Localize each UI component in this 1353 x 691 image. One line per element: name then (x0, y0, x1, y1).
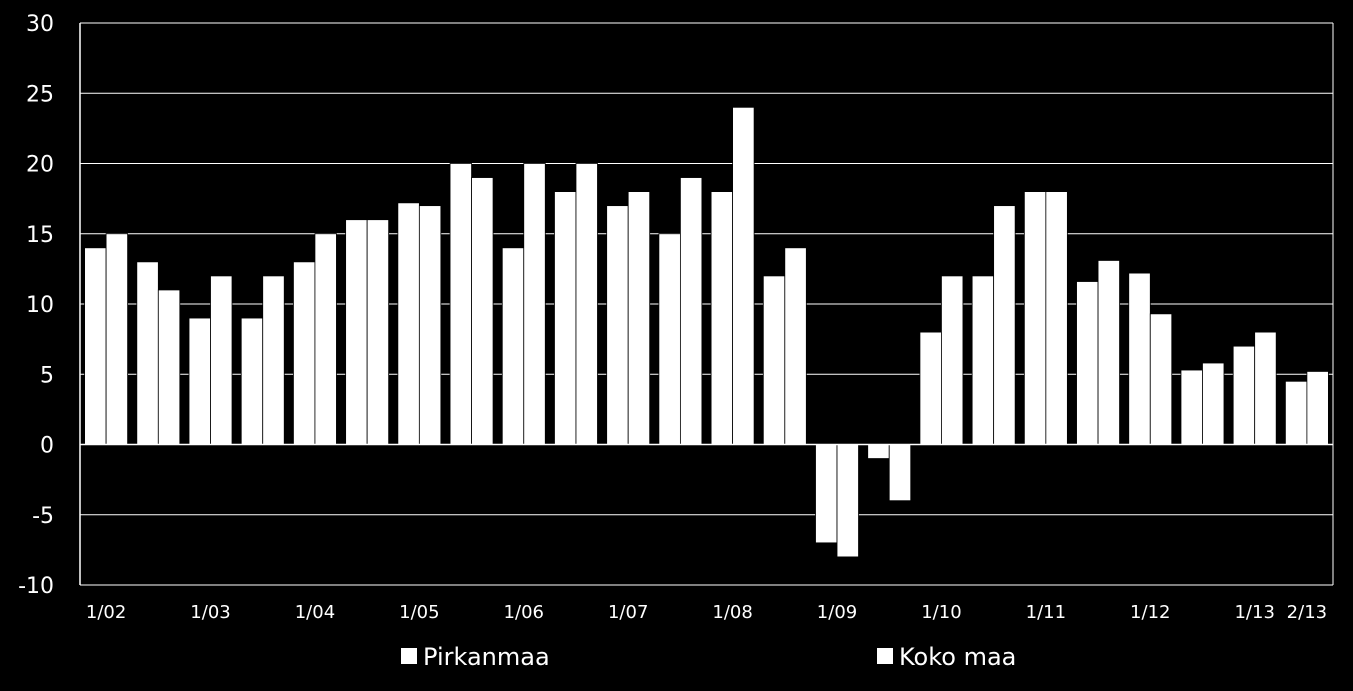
x-tick-label: 2/13 (1287, 602, 1327, 623)
bar-koko-maa-1-06 (523, 163, 546, 445)
bar-pirkanmaa-1-03 (188, 317, 211, 445)
bar-pirkanmaa-2-06 (554, 191, 577, 445)
bar-pirkanmaa-1-08 (710, 191, 734, 445)
legend-swatch-koko-maa (877, 648, 893, 664)
bar-koko-maa-2-04 (366, 219, 390, 445)
bar-pirkanmaa-1-11 (1023, 191, 1047, 445)
legend: Pirkanmaa Koko maa (401, 643, 1016, 671)
legend-swatch-pirkanmaa (401, 648, 417, 664)
y-tick-label: 15 (26, 223, 54, 248)
bar-koko-maa-1-12 (1149, 313, 1173, 445)
x-tick-label: 1/08 (712, 602, 752, 623)
bar-pirkanmaa-1-13 (1232, 345, 1256, 445)
bar-pirkanmaa-1-09 (815, 444, 838, 544)
y-tick-label: -10 (18, 574, 54, 599)
bar-pirkanmaa-2-11 (1076, 281, 1099, 445)
bar-koko-maa-2-02 (157, 289, 181, 445)
bar-koko-maa-1-08 (732, 106, 755, 445)
bar-pirkanmaa-2-05 (449, 163, 472, 445)
y-tick-labels: 30 25 20 15 10 5 0 -5 -10 (18, 12, 54, 599)
x-tick-labels: 1/02 1/03 1/04 1/05 1/06 1/07 1/08 1/09 1/10 1/11… (86, 602, 1327, 623)
y-tick-label: 20 (26, 153, 54, 178)
bar-koko-maa-1-07 (627, 191, 651, 445)
x-tick-label: 1/03 (190, 602, 230, 623)
axes (79, 23, 1334, 585)
bar-pirkanmaa-2-12 (1180, 369, 1203, 445)
bar-koko-maa-1-10 (941, 275, 964, 445)
bar-koko-maa-2-05 (471, 177, 494, 445)
bar-pirkanmaa-1-02 (84, 247, 107, 445)
bar-pirkanmaa-2-02 (136, 261, 159, 445)
bar-koko-maa-1-02 (105, 233, 129, 445)
bar-koko-maa-2-06 (575, 163, 598, 445)
bar-koko-maa-1-04 (314, 233, 337, 445)
bar-koko-maa-2-10 (993, 205, 1016, 445)
bar-pirkanmaa-2-09 (867, 444, 890, 459)
bar-koko-maa-2-13 (1306, 371, 1329, 445)
bar-pirkanmaa-1-05 (397, 202, 420, 445)
bar-pirkanmaa-1-07 (606, 205, 629, 445)
y-tick-label: 25 (26, 82, 54, 107)
x-tick-label: 1/05 (399, 602, 439, 623)
y-tick-label: 0 (40, 434, 54, 459)
bar-pirkanmaa-2-04 (345, 219, 368, 445)
bar-pirkanmaa-1-04 (293, 261, 316, 445)
bar-pirkanmaa-2-08 (762, 275, 786, 445)
x-tick-label: 1/11 (1026, 602, 1066, 623)
bar-koko-maa-1-11 (1045, 191, 1068, 445)
bar-pirkanmaa-2-10 (971, 275, 995, 445)
bar-koko-maa-2-12 (1202, 362, 1225, 445)
bars (84, 106, 1329, 558)
bar-koko-maa-1-13 (1254, 331, 1277, 445)
bar-koko-maa-2-08 (784, 247, 807, 445)
bar-pirkanmaa-1-06 (501, 247, 525, 445)
legend-label-koko-maa: Koko maa (899, 643, 1016, 671)
bar-pirkanmaa-2-13 (1284, 380, 1308, 445)
y-tick-label: -5 (32, 504, 54, 529)
x-tick-label: 1/13 (1234, 602, 1274, 623)
x-tick-label: 1/02 (86, 602, 126, 623)
bar-koko-maa-2-11 (1097, 260, 1120, 445)
bar-koko-maa-2-07 (679, 177, 703, 445)
bar-koko-maa-2-09 (888, 444, 912, 502)
x-tick-label: 1/12 (1130, 602, 1170, 623)
x-tick-label: 1/09 (817, 602, 857, 623)
bar-koko-maa-1-05 (418, 205, 442, 445)
bar-koko-maa-1-09 (836, 444, 859, 558)
x-tick-label: 1/06 (504, 602, 544, 623)
y-tick-label: 5 (40, 363, 54, 388)
x-tick-label: 1/07 (608, 602, 648, 623)
x-tick-label: 1/10 (921, 602, 961, 623)
bar-pirkanmaa-2-03 (240, 317, 264, 445)
bar-pirkanmaa-1-12 (1128, 272, 1151, 445)
bar-koko-maa-1-03 (210, 275, 233, 445)
y-tick-label: 30 (26, 12, 54, 37)
legend-label-pirkanmaa: Pirkanmaa (423, 643, 550, 671)
bar-pirkanmaa-2-07 (658, 233, 681, 445)
bar-koko-maa-2-03 (262, 275, 285, 445)
x-tick-label: 1/04 (295, 602, 335, 623)
bar-pirkanmaa-1-10 (919, 331, 942, 445)
y-tick-label: 10 (26, 293, 54, 318)
